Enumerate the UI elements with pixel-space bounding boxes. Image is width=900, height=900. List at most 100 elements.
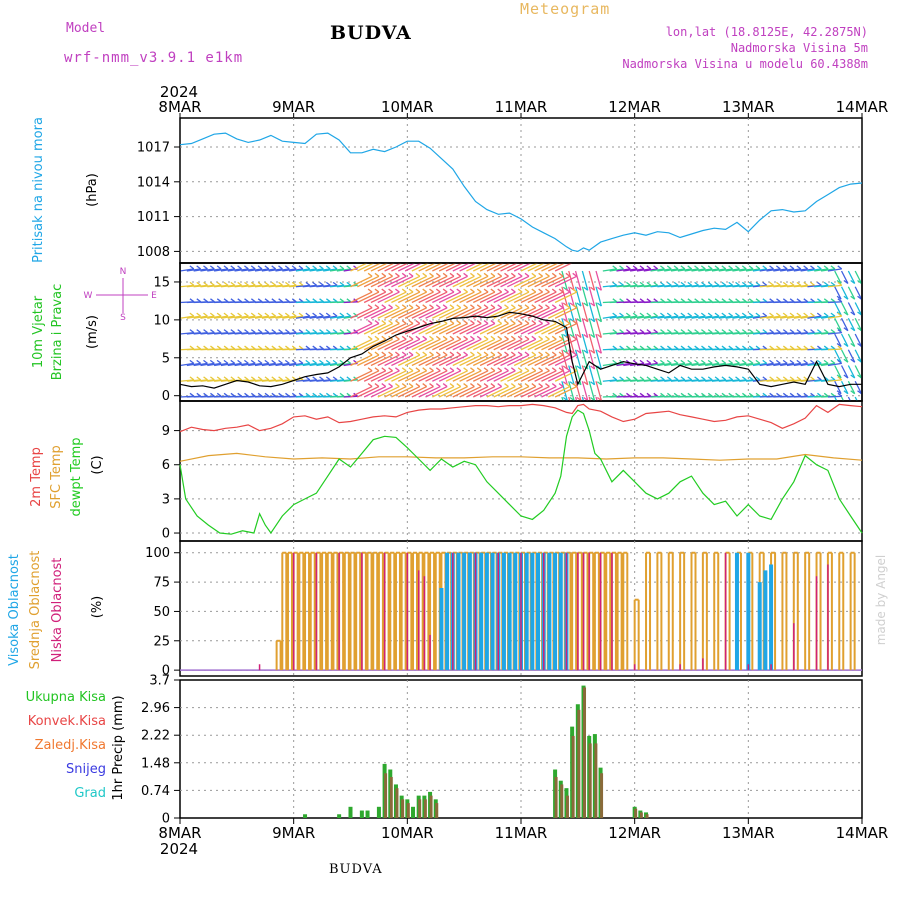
wind-arrow-head xyxy=(789,392,795,397)
wind-arrow xyxy=(834,286,842,300)
wind-arrow-head xyxy=(223,359,229,364)
wind-arrow xyxy=(786,268,801,272)
wind-arrow-head xyxy=(278,329,283,334)
wind-arrow-head xyxy=(562,397,568,401)
wind-arrow-head xyxy=(531,288,537,293)
wind-arrow-head xyxy=(694,265,699,270)
wind-arrow-head xyxy=(673,329,679,334)
wind-arrow-head xyxy=(497,320,503,325)
wind-arrow-head xyxy=(223,329,229,334)
wind-arrow-head xyxy=(775,265,781,270)
wind-arrow xyxy=(854,365,862,379)
wind-arrow xyxy=(193,268,208,272)
wind-arrow xyxy=(780,268,795,272)
wind-arrow xyxy=(711,284,726,288)
wind-arrow xyxy=(513,291,537,304)
wind-arrow-head xyxy=(714,281,720,286)
wind-arrow xyxy=(180,268,194,272)
wind-arrow-head xyxy=(476,272,482,277)
wind-arrow-head xyxy=(429,351,434,356)
wind-arrow xyxy=(479,354,502,367)
wind-arrow-head xyxy=(632,345,638,350)
wind-arrow-head xyxy=(449,304,455,309)
wind-arrow-head xyxy=(497,351,503,356)
wind-arrow-head xyxy=(646,359,652,364)
wind-arrow xyxy=(861,318,862,320)
wind-arrow xyxy=(732,284,747,288)
wind-arrow xyxy=(486,385,509,398)
pressure-ytick-label: 1014 xyxy=(137,175,170,190)
wind-arrow xyxy=(766,331,781,335)
wind-arrow xyxy=(261,379,276,382)
wind-arrow-head xyxy=(346,312,352,317)
wind-arrow-head xyxy=(796,281,802,286)
wind-arrow-head xyxy=(422,288,428,293)
wind-arrow xyxy=(705,379,720,382)
wind-arrow-head xyxy=(545,304,550,309)
wind-arrow xyxy=(854,380,862,395)
wind-arrow-head xyxy=(857,279,862,284)
wind-arrow-head xyxy=(415,288,421,293)
wind-arrow xyxy=(275,268,290,272)
wind-arrow xyxy=(623,284,638,288)
wind-arrow xyxy=(793,331,808,335)
wind-arrow xyxy=(834,270,842,284)
wind-arrow xyxy=(186,331,201,335)
wind-arrow-head xyxy=(339,298,345,303)
wind-arrow-head xyxy=(271,298,277,303)
precip-bar xyxy=(560,784,564,818)
wind-arrow xyxy=(718,268,733,272)
wind-arrow-head xyxy=(625,312,631,317)
wind-arrow-head xyxy=(775,312,781,317)
wind-arrow xyxy=(705,284,720,288)
wind-arrow-head xyxy=(810,329,815,334)
wind-arrow xyxy=(520,307,543,319)
wind-arrow-head xyxy=(626,329,631,334)
wind-arrow xyxy=(595,381,602,401)
wind-arrow-head xyxy=(216,329,222,334)
wind-arrow-head xyxy=(504,304,509,309)
wind-arrow-head xyxy=(230,329,236,334)
wind-arrow xyxy=(820,315,836,319)
wind-arrow-head xyxy=(325,345,331,350)
wind-arrow xyxy=(520,385,543,398)
wind-arrow-head xyxy=(483,320,489,325)
wind-arrow-head xyxy=(524,272,530,277)
wind-arrow-head xyxy=(626,345,631,350)
wind-arrow-head xyxy=(401,304,407,309)
wind-arrow-head xyxy=(687,345,693,350)
wind-arrow xyxy=(445,322,468,335)
wind-arrow xyxy=(425,307,448,319)
wind-arrow-head xyxy=(735,376,740,381)
wind-arrow xyxy=(595,286,602,307)
wind-arrow-head xyxy=(741,281,747,286)
wind-arrow-head xyxy=(836,327,842,332)
wind-arrow xyxy=(214,315,229,319)
wind-arrow xyxy=(418,354,441,367)
wind-arrow-head xyxy=(612,329,618,334)
wind-arrow xyxy=(847,270,856,284)
wind-arrow xyxy=(445,338,468,351)
wind-arrow xyxy=(541,275,564,288)
wind-arrow-head xyxy=(367,288,373,293)
dir-n: N xyxy=(120,267,127,277)
pressure-ylabel: Pritisak na nivou mora xyxy=(31,117,46,263)
wind-arrow-head xyxy=(539,258,543,261)
wind-arrow-head xyxy=(408,335,414,340)
x-tick-label-top: 9MAR xyxy=(272,98,315,116)
wind-arrow-head xyxy=(415,383,421,388)
wind-arrow xyxy=(486,307,509,319)
wind-arrow-head xyxy=(442,335,448,340)
wind-arrow-head xyxy=(196,376,202,381)
wind-arrow-head xyxy=(216,376,222,381)
wind-arrow xyxy=(698,315,713,319)
wind-arrow-head xyxy=(230,281,236,286)
wind-arrow-head xyxy=(748,359,754,364)
wind-arrow xyxy=(847,365,856,379)
wind-arrow xyxy=(752,362,767,367)
wind-arrow xyxy=(800,315,815,319)
wind-arrow-head xyxy=(769,298,775,303)
wind-arrow-head xyxy=(694,329,700,334)
wind-arrow-head xyxy=(470,335,475,340)
wind-arrow xyxy=(214,284,229,288)
